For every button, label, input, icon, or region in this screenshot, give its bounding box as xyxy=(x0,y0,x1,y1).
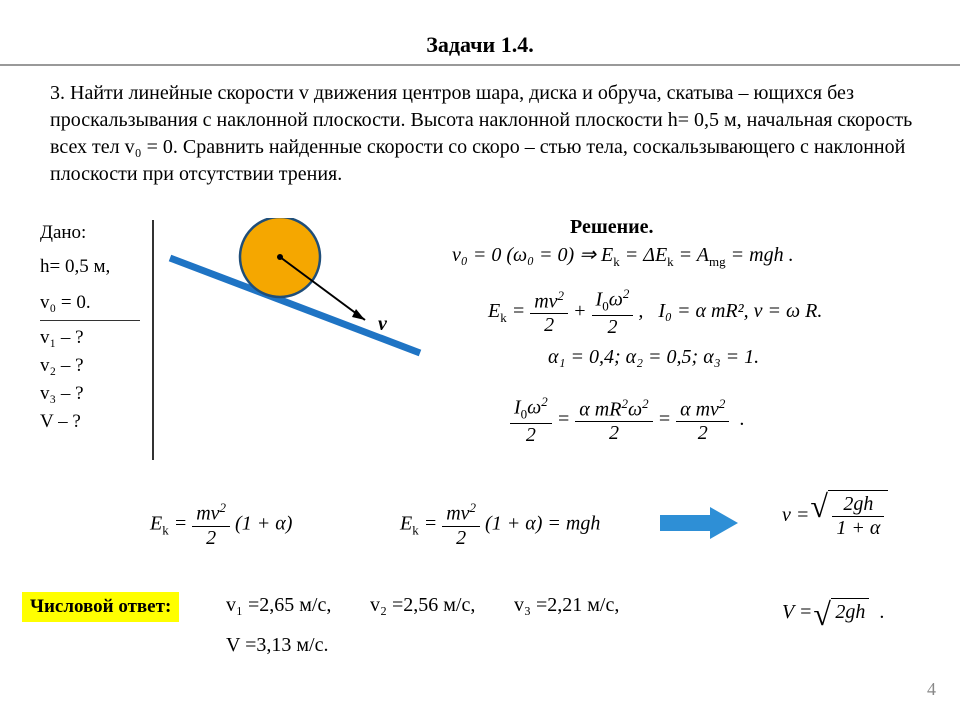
v-num: 2gh xyxy=(832,493,884,516)
eq-V-slide: V = 2gh . xyxy=(782,598,884,624)
ans-v1: v₁ =2,65 м/с, xyxy=(226,594,331,617)
eq1-c: = A xyxy=(679,244,709,266)
velocity-label: v xyxy=(378,313,388,335)
eq-initial: v₀ = 0 (ω₀ = 0) ⇒ Ek = ΔEk = Amg = mgh . xyxy=(452,242,794,270)
ans-v2: v₂ =2,56 м/с, xyxy=(370,594,475,617)
given-block: Дано: h= 0,5 м, v₀ = 0. v₁ – ? v₂ – ? v₃… xyxy=(40,216,140,439)
eq-energy: Ek = mv22 + I0ω22 , I₀ = α mR², v = ω R. xyxy=(488,286,822,339)
given-h: h= 0,5 м, xyxy=(40,256,140,278)
solution-label: Решение. xyxy=(570,216,654,239)
arrow-icon xyxy=(660,505,740,541)
given-q2: v₂ – ? xyxy=(40,355,140,377)
problem-text: 3. Найти линейные скорости v движения це… xyxy=(0,80,960,188)
v-den: 1 + α xyxy=(832,516,884,540)
given-v0: v₀ = 0. xyxy=(40,292,140,314)
eq-rot-energy: I0ω22 = α mR2ω22 = α mv22 . xyxy=(510,394,744,447)
given-q3: v₃ – ? xyxy=(40,383,140,405)
eq1-a: v₀ = 0 (ω₀ = 0) ⇒ E xyxy=(452,244,613,266)
divider xyxy=(0,64,960,66)
eq-v-result: v = 2gh 1 + α xyxy=(782,490,888,540)
given-vline xyxy=(152,220,154,460)
eq-ek-1plusalpha: Ek = mv22 (1 + α) xyxy=(150,500,292,550)
eq1-b: = ΔE xyxy=(625,244,667,266)
eq1-d: = mgh . xyxy=(731,244,794,266)
given-q4: V – ? xyxy=(40,411,140,433)
V-radicand: 2gh xyxy=(831,598,869,624)
answer-label: Числовой ответ: xyxy=(22,592,179,622)
eq2-i0: I₀ = α mR², v = ω R. xyxy=(658,300,822,322)
ans-v3: v₃ =2,21 м/с, xyxy=(514,594,619,617)
given-q1: v₁ – ? xyxy=(40,327,140,349)
page-number: 4 xyxy=(927,679,936,700)
given-label: Дано: xyxy=(40,222,140,244)
given-separator xyxy=(40,320,140,321)
incline-diagram: v xyxy=(160,218,440,368)
page-title: Задачи 1.4. xyxy=(0,0,960,58)
eq6-rhs: = mgh xyxy=(547,512,600,534)
eq-alphas: α₁ = 0,4; α₂ = 0,5; α₃ = 1. xyxy=(548,346,759,369)
eq-ek-equals-mgh: Ek = mv22 (1 + α) = mgh xyxy=(400,500,600,550)
ans-V: V =3,13 м/с. xyxy=(226,634,328,657)
